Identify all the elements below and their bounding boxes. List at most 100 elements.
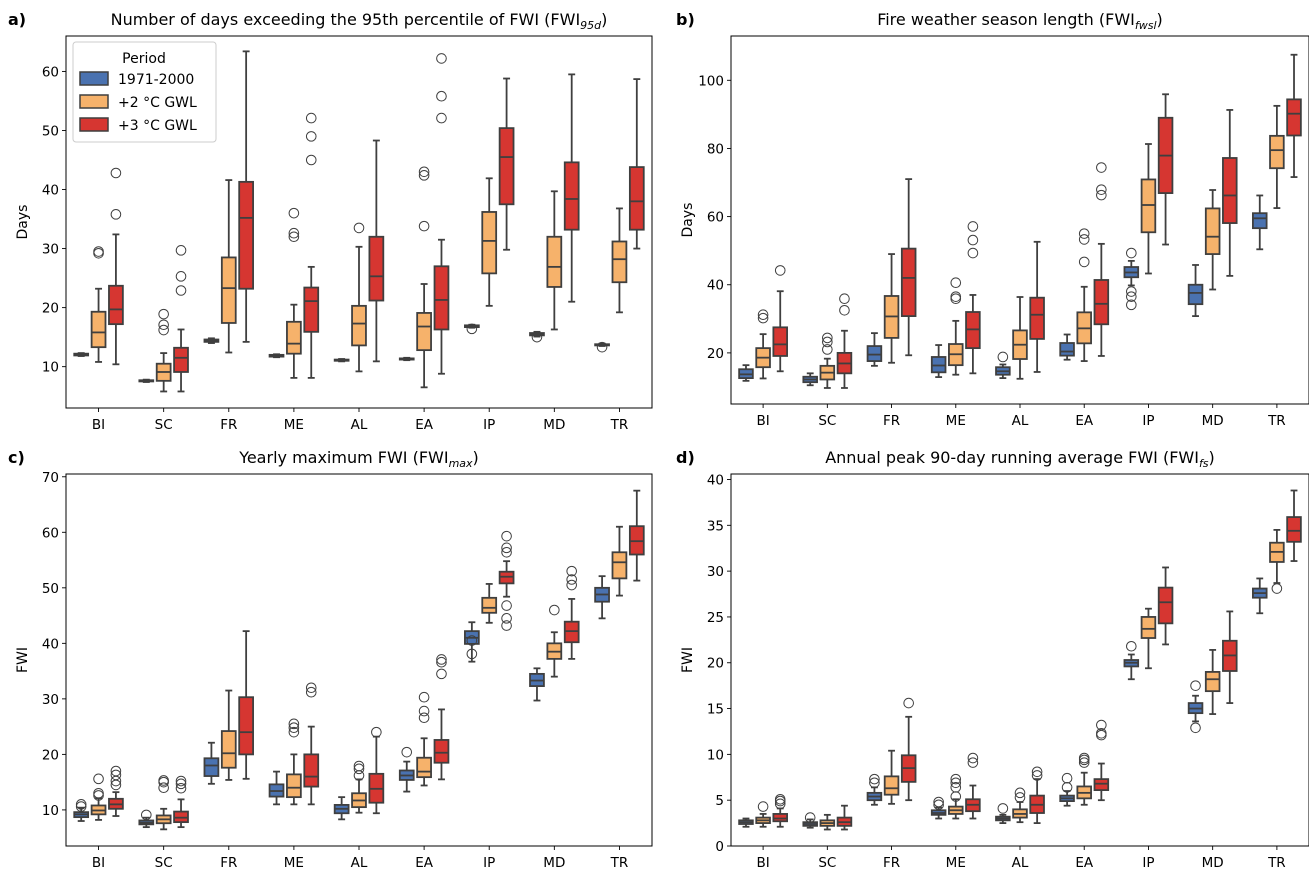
x-tick-label: AL [1012, 855, 1029, 871]
plot-marks: 10 20 30 40 50 60 BI SC FR ME AL EA IP MD TR [42, 35, 653, 433]
outlier-point [950, 777, 962, 789]
box-iqr [90, 310, 107, 349]
box-BI-1 [755, 801, 771, 828]
outlier-point [1126, 247, 1137, 259]
box-BI-1 [90, 246, 107, 363]
box-iqr [173, 346, 189, 373]
outlier-point [288, 722, 300, 734]
y-axis-label: Days [680, 203, 696, 238]
legend-swatch-gwl3 [79, 117, 109, 132]
outlier-point [110, 769, 122, 781]
title-subscript: 95d [580, 19, 602, 32]
outlier-point [1078, 234, 1090, 245]
outlier-point [175, 775, 187, 787]
outlier-point [933, 799, 944, 811]
box-EA-2 [433, 654, 450, 781]
outlier-point [839, 304, 850, 316]
panel-d: d) Annual peak 90-day running average FW… [676, 448, 1309, 871]
panel-title: Number of days exceeding the 95th percen… [111, 10, 608, 32]
box-iqr [286, 320, 302, 355]
box-BI-2 [108, 167, 124, 366]
outlier-point [869, 777, 880, 789]
box-EA-1 [416, 166, 432, 389]
box-iqr [498, 127, 515, 206]
y-tick-label: 70 [42, 470, 59, 486]
box-iqr [866, 345, 883, 362]
box-IP-2 [1157, 93, 1174, 246]
outlier-point [774, 793, 786, 805]
box-BI-0 [738, 817, 754, 828]
box-ME-0 [268, 353, 285, 359]
box-iqr [1204, 207, 1221, 255]
x-tick-label: BI [92, 417, 105, 433]
y-tick-label: 60 [42, 525, 59, 541]
box-EA-2 [1093, 162, 1110, 357]
box-iqr [772, 813, 788, 823]
outlier-point [75, 799, 87, 810]
box-AL-0 [333, 796, 350, 821]
box-BI-0 [738, 364, 754, 382]
box-ME-2 [303, 682, 320, 806]
outlier-point [1031, 766, 1043, 778]
y-axis-label: Days [15, 205, 31, 240]
box-TR-2 [1286, 53, 1302, 178]
y-axis-label: FWI [15, 647, 31, 673]
box-BI-2 [772, 793, 788, 828]
box-FR-0 [866, 773, 883, 806]
legend-title: Period [122, 51, 166, 67]
outlier-point [1096, 162, 1107, 173]
outlier-point [501, 542, 512, 554]
box-iqr [416, 312, 432, 352]
outlier-point [158, 319, 169, 331]
outlier-point [501, 613, 512, 624]
outlier-point [1031, 770, 1043, 781]
box-SC-0 [802, 372, 818, 387]
x-tick-label: BI [756, 855, 769, 871]
box-TR-0 [594, 341, 610, 353]
x-tick-label: ME [946, 413, 966, 429]
y-tick-label: 20 [42, 301, 59, 317]
box-FR-2 [900, 178, 917, 357]
outlier-point [175, 271, 187, 282]
box-iqr [1187, 283, 1204, 306]
outlier-point [967, 234, 979, 246]
box-FR-1 [220, 179, 237, 354]
box-EA-1 [1076, 228, 1092, 362]
box-SC-0 [802, 812, 818, 829]
box-FR-1 [220, 689, 237, 781]
y-tick-label: 0 [715, 839, 724, 855]
box-AL-1 [1012, 296, 1028, 380]
outlier-point [418, 712, 430, 724]
box-BI-0 [73, 799, 90, 822]
y-axis-label: FWI [680, 647, 696, 673]
x-tick-label: ME [284, 417, 304, 433]
outlier-point [531, 331, 543, 343]
outlier-point [353, 760, 365, 772]
legend-label-baseline: 1971-2000 [118, 72, 194, 88]
x-tick-label: TR [1267, 413, 1286, 429]
box-iqr [1204, 671, 1221, 693]
outlier-point [288, 227, 300, 239]
box-AL-2 [368, 726, 385, 815]
x-tick-label: EA [415, 855, 434, 871]
box-IP-1 [1140, 143, 1157, 275]
outlier-point [175, 245, 187, 256]
box-iqr [611, 240, 628, 284]
x-tick-label: FR [883, 855, 900, 871]
panel-label: d) [676, 448, 695, 467]
box-iqr [1059, 342, 1075, 357]
box-iqr [563, 161, 580, 231]
box-iqr [546, 235, 563, 288]
panel-c: c) Yearly maximum FWI (FWImax) FWI 10 20 3… [8, 448, 653, 871]
x-tick-label: MD [1202, 413, 1224, 429]
box-IP-0 [1123, 247, 1140, 311]
panel-label: a) [8, 10, 26, 29]
y-tick-label: 35 [707, 518, 724, 534]
box-iqr [108, 284, 124, 326]
title-end: ) [1209, 448, 1215, 467]
outlier-point [950, 291, 962, 302]
y-tick-label: 20 [42, 747, 59, 763]
outlier-point [466, 323, 478, 335]
box-MD-1 [546, 190, 563, 331]
outlier-point [1014, 792, 1026, 803]
